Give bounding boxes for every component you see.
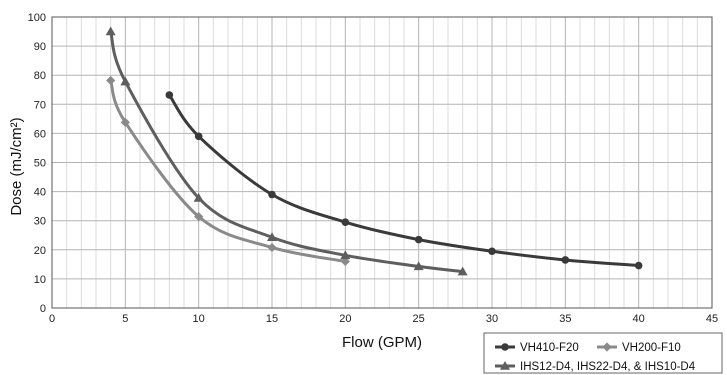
x-tick-label: 35 (559, 313, 571, 325)
data-point (488, 247, 496, 256)
legend-label: IHS12-D4, IHS22-D4, & IHS10-D4 (520, 361, 696, 373)
x-tick-label: 15 (266, 313, 278, 325)
data-point (634, 261, 643, 270)
legend-label: VH410-F20 (520, 342, 579, 354)
data-point (414, 235, 423, 244)
data-point (268, 190, 276, 199)
y-tick-label: 0 (40, 303, 46, 315)
data-point (194, 132, 203, 141)
data-point (340, 256, 350, 267)
x-tick-label: 30 (486, 313, 498, 325)
data-point (165, 91, 174, 99)
legend-box (483, 332, 723, 374)
x-tick-label: 25 (413, 313, 425, 325)
y-tick-label: 40 (34, 187, 46, 199)
y-tick-label: 60 (34, 128, 46, 140)
data-point (120, 76, 131, 86)
data-point (267, 232, 277, 242)
data-point (193, 193, 204, 202)
y-tick-label: 20 (34, 245, 46, 257)
data-point (413, 261, 424, 271)
x-tick-label: 0 (49, 313, 55, 325)
y-tick-label: 100 (28, 12, 46, 24)
x-tick-label: 10 (193, 313, 205, 325)
axis-ticks: 0 5 10 15 20 25 30 35 40 45 0 10 20 30 40 50 60 70 80 90 100 (28, 12, 718, 325)
legend-label: VH200-F10 (622, 342, 681, 354)
y-tick-label: 10 (34, 274, 46, 286)
y-tick-label: 30 (34, 216, 46, 228)
series-circle (165, 91, 643, 270)
plot-border (51, 16, 713, 309)
legend-item: IHS12-D4, IHS22-D4, & IHS10-D4 (495, 361, 696, 373)
series-line (167, 93, 641, 268)
series-triangle (105, 26, 468, 276)
legend-marker-diamond (602, 342, 612, 352)
data-point (341, 218, 350, 226)
x-tick-label: 40 (633, 313, 645, 325)
legend-marker-circle (501, 343, 509, 351)
x-tick-label: 45 (706, 313, 718, 325)
data-point (457, 266, 468, 276)
data-point (194, 212, 204, 222)
data-point (106, 75, 116, 86)
series-lines (105, 26, 643, 276)
y-tick-label: 50 (34, 158, 46, 170)
series-diamond (106, 75, 350, 267)
x-tick-label: 5 (122, 313, 128, 325)
y-tick-label: 70 (34, 99, 46, 111)
data-point (561, 256, 570, 264)
y-axis-title: Dose (mJ/cm²) (8, 117, 25, 215)
legend-item: VH200-F10 (597, 342, 681, 354)
legend-item: VH410-F20 (495, 342, 579, 354)
y-tick-label: 90 (34, 41, 46, 53)
data-point (120, 117, 130, 127)
legend-marker-triangle (500, 361, 510, 370)
x-axis-title: Flow (GPM) (342, 334, 422, 351)
legend: VH410-F20 VH200-F10 IHS12-D4, IHS22-D4, & … (483, 332, 723, 374)
y-tick-label: 80 (34, 70, 46, 82)
x-tick-label: 20 (339, 313, 351, 325)
data-point (267, 242, 277, 253)
data-point (340, 250, 351, 260)
data-point (105, 26, 116, 36)
